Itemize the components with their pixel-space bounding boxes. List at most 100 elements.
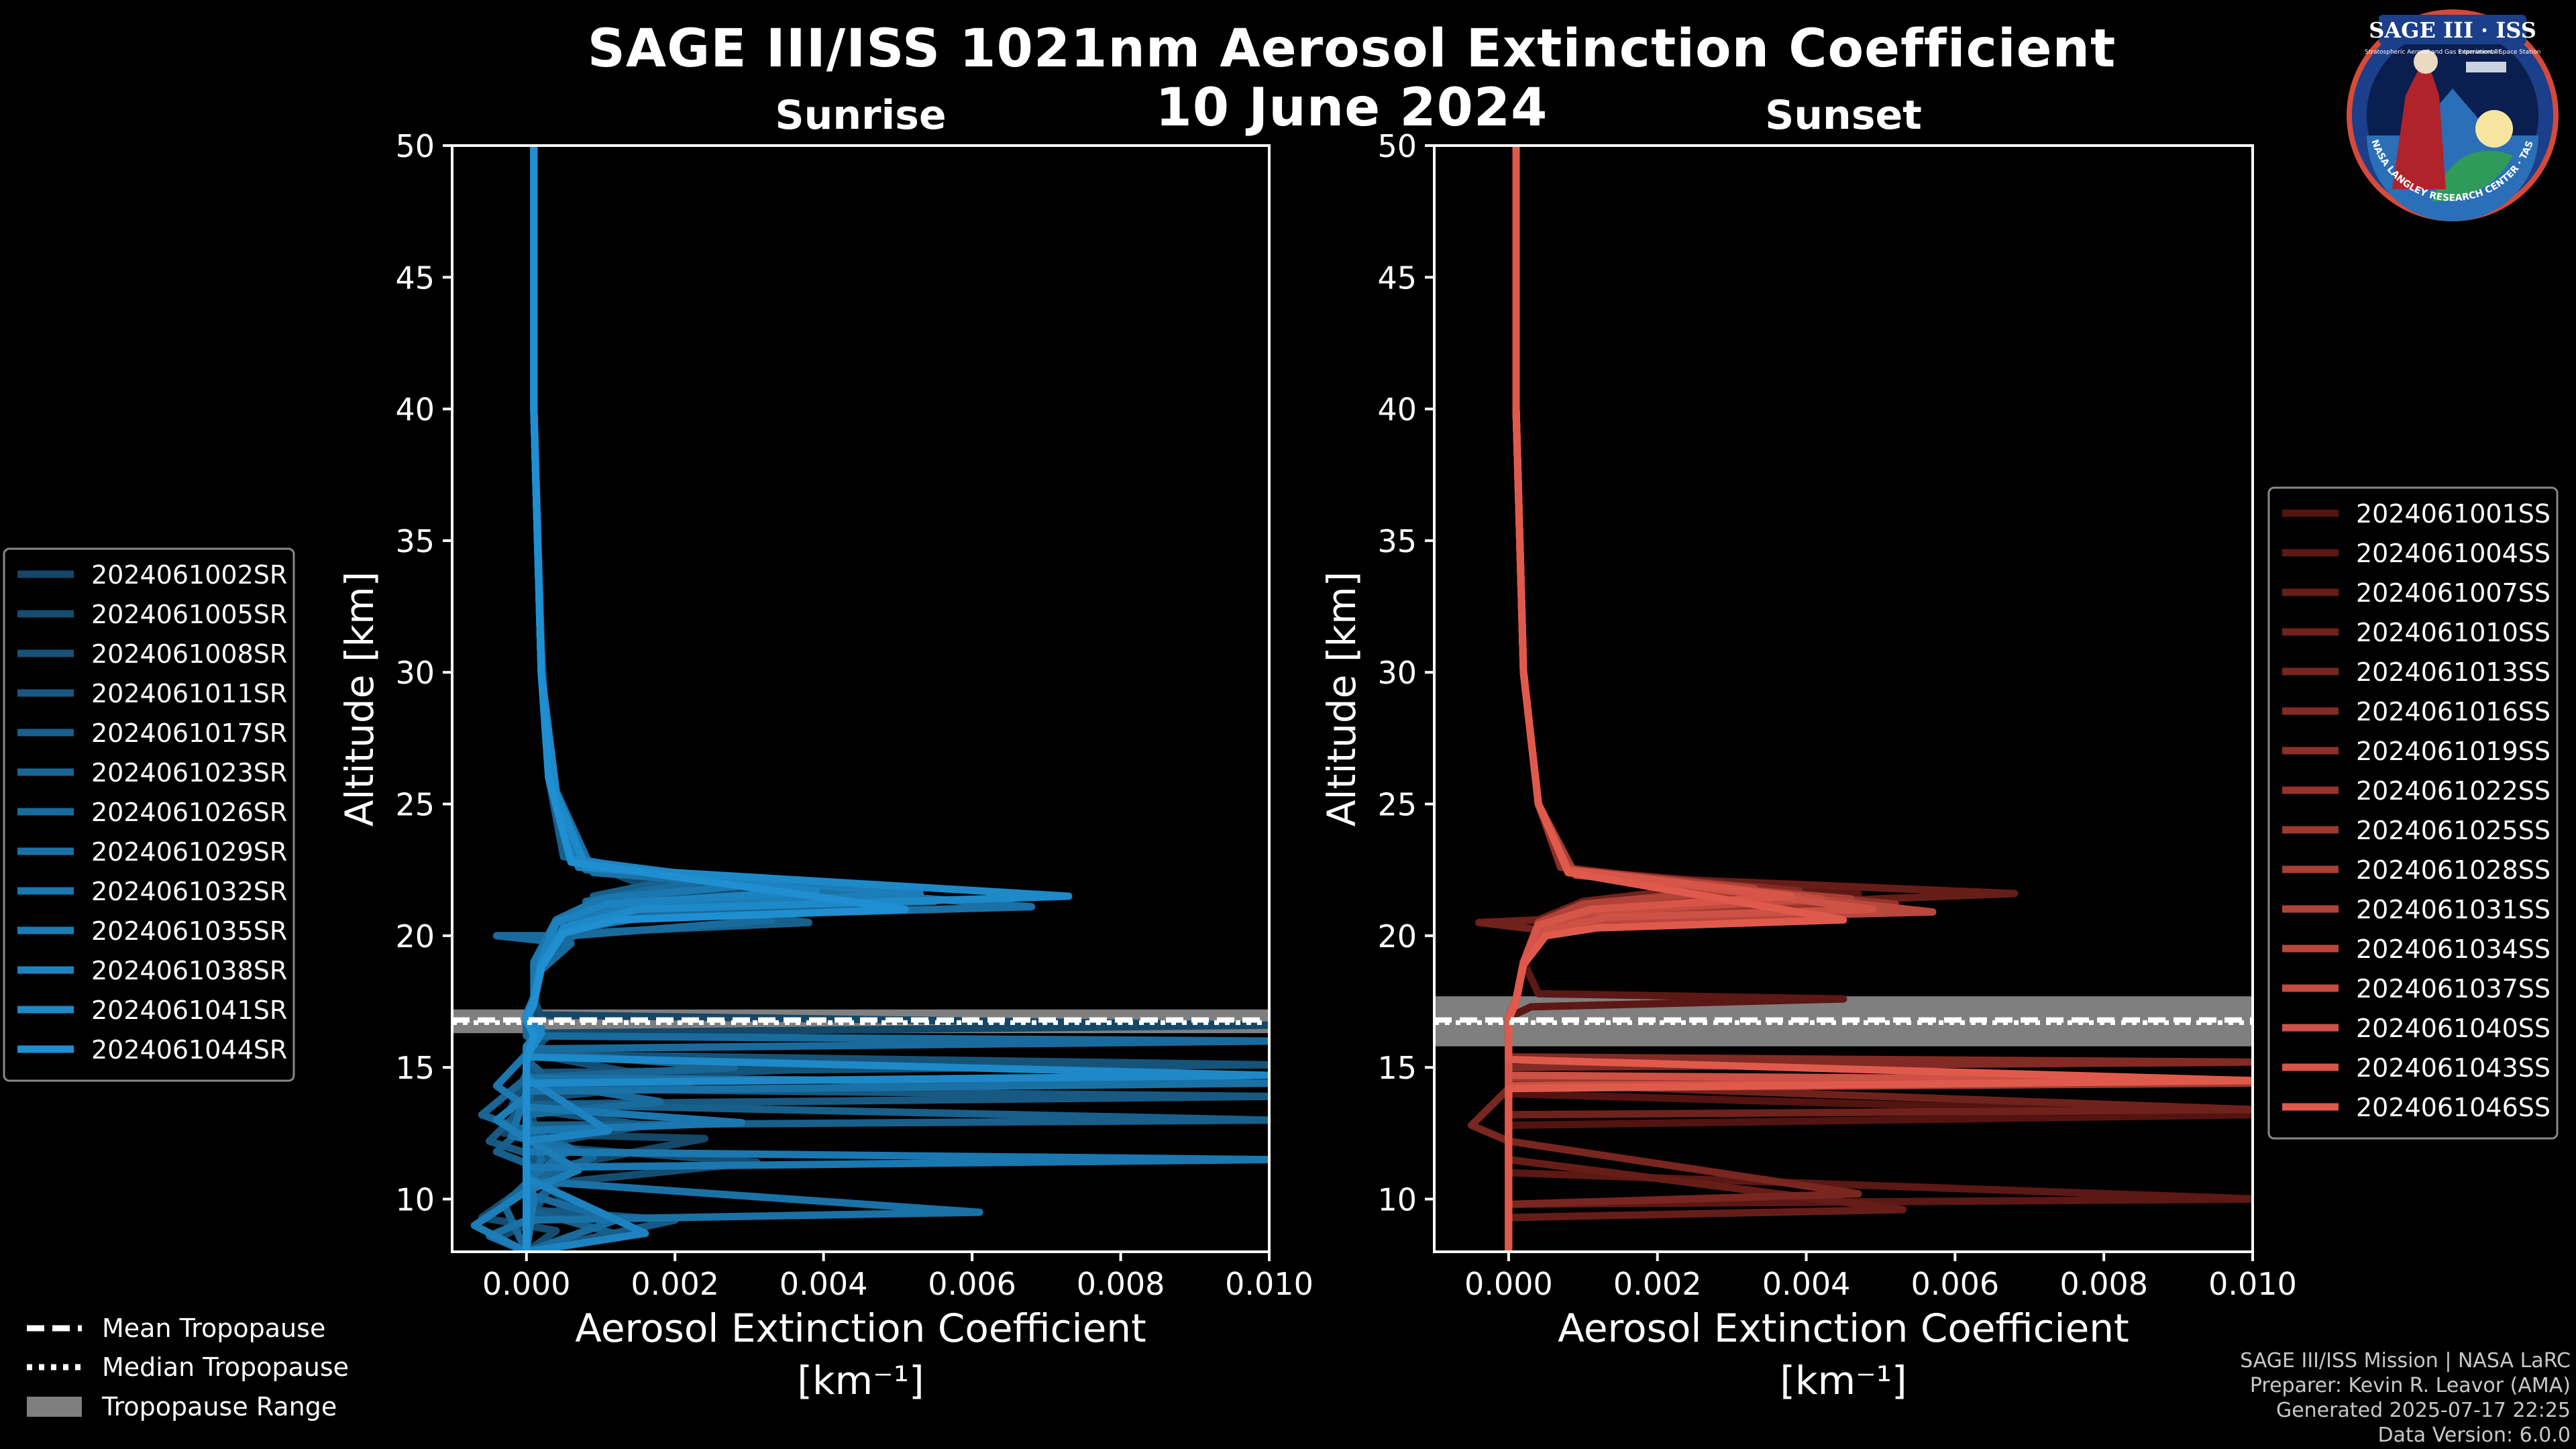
sunset-x-tick-label: 0.010 [2208,1266,2297,1302]
mean-tropopause-label: Mean Tropopause [102,1313,325,1343]
sunrise-legend-label: 2024061002SR [91,560,287,590]
sunrise-panel: Sunrise Aerosol Extinction Coefficient [… [337,92,1313,1403]
footer-credits: SAGE III/ISS Mission | NASA LaRC Prepare… [2240,1348,2571,1448]
sunrise-legend-label: 2024061038SR [91,956,287,985]
sunset-legend-label: 2024061031SS [2356,895,2551,924]
logo-figure-head-icon [2414,50,2438,74]
sunset-y-tick-label: 45 [1377,260,1417,296]
median-tropopause-label: Median Tropopause [102,1352,349,1382]
sunrise-y-tick-label: 45 [395,260,435,296]
sunset-x-tick-label: 0.002 [1613,1266,1702,1302]
sunset-legend-label: 2024061028SS [2356,855,2551,885]
sunset-y-tick-label: 35 [1377,523,1417,559]
sunset-x-tick-label: 0.000 [1464,1266,1553,1302]
sunset-legend-label: 2024061004SS [2356,539,2551,568]
sunrise-series-group [470,146,1269,1252]
sunset-legend-label: 2024061022SS [2356,776,2551,806]
sunrise-y-tick-label: 10 [395,1181,435,1218]
sunrise-y-tick-label: 30 [395,655,435,691]
footer-version: Data Version: 6.0.0 [2377,1424,2571,1447]
sunset-panel: Sunset Aerosol Extinction Coefficient [k… [1319,92,2297,1403]
sunrise-y-tick-label: 35 [395,523,435,559]
sunset-axes-frame [1433,144,2254,1253]
sunrise-legend-label: 2024061005SR [91,600,287,629]
sunrise-legend: 2024061002SR 2024061005SR 2024061008SR 2024… [3,547,295,1082]
sunset-legend-label: 2024061013SS [2356,657,2551,687]
sunset-legend-label: 2024061037SS [2356,974,2551,1004]
sunrise-y-tick-label: 40 [395,392,435,428]
sunset-legend-label: 2024061016SS [2356,697,2551,727]
sunrise-legend-label: 2024061044SR [91,1035,287,1065]
sunrise-y-tick-label: 50 [395,128,435,164]
sunset-x-tick-label: 0.008 [2059,1266,2148,1302]
sunrise-legend-label: 2024061035SR [91,916,287,946]
sunrise-legend-label: 2024061017SR [91,718,287,748]
sunrise-x-tick-label: 0.000 [482,1266,571,1302]
sunrise-legend-label: 2024061008SR [91,639,287,669]
sunrise-x-tick-label: 0.002 [631,1266,719,1302]
sunset-y-tick-label: 20 [1377,918,1417,955]
sunrise-x-axis-label: Aerosol Extinction Coefficient [575,1305,1146,1351]
sunrise-legend-box [3,547,295,1082]
sunrise-legend-label: 2024061032SR [91,877,287,906]
sunset-legend-label: 2024061019SS [2356,737,2551,766]
footer-preparer: Preparer: Kevin R. Leavor (AMA) [2249,1374,2571,1397]
sunrise-x-tick-label: 0.008 [1077,1266,1165,1302]
sunrise-series-2024061044SR [523,146,909,1252]
sunset-legend: 2024061001SS 2024061004SS 2024061007SS 2024… [2267,486,2559,1140]
sunrise-axes-frame [451,144,1271,1253]
sunset-y-tick-label: 15 [1377,1050,1417,1086]
logo-land-icon [2432,150,2513,202]
tropopause-range-swatch [27,1397,82,1417]
sunset-y-tick-label: 10 [1377,1181,1417,1218]
sunset-x-tick-label: 0.006 [1911,1266,2000,1302]
sunset-y-tick-label: 25 [1377,787,1417,823]
sunset-legend-label: 2024061046SS [2356,1093,2551,1122]
sunrise-x-tick-label: 0.010 [1225,1266,1313,1302]
logo-sun-icon [2475,110,2513,148]
logo-iss-icon [2466,62,2506,72]
sunrise-legend-label: 2024061026SR [91,798,287,827]
sage-iss-logo: SAGE III · ISS Stratospheric Aerosol and… [2347,9,2559,221]
sunset-legend-label: 2024061010SS [2356,618,2551,647]
tropopause-legend: Mean Tropopause Median Tropopause Tropop… [27,1313,349,1421]
sunset-panel-title: Sunset [1765,92,1922,139]
sunset-x-axis-label: Aerosol Extinction Coefficient [1558,1305,2129,1351]
sunset-legend-label: 2024061040SS [2356,1014,2551,1043]
sunrise-legend-label: 2024061011SR [91,679,287,708]
sunrise-y-axis-label: Altitude [km] [337,572,382,826]
chart-date: 10 June 2024 [1155,78,1548,138]
chart-title: SAGE III/ISS 1021nm Aerosol Extinction C… [587,19,2116,79]
sunset-x-tick-label: 0.004 [1762,1266,1851,1302]
logo-banner [2379,15,2526,44]
sunrise-x-tick-label: 0.006 [928,1266,1016,1302]
sunset-legend-label: 2024061043SS [2356,1053,2551,1083]
sunset-y-tick-label: 50 [1377,128,1417,164]
sunset-x-axis-unit: [km⁻¹] [1780,1358,1907,1403]
sunrise-x-tick-label: 0.004 [780,1266,868,1302]
sunrise-x-axis-unit: [km⁻¹] [797,1358,924,1403]
logo-title: SAGE III · ISS [2369,17,2536,43]
sunset-legend-label: 2024061034SS [2356,934,2551,964]
sunset-y-tick-label: 40 [1377,392,1417,428]
sunset-y-tick-label: 30 [1377,655,1417,691]
logo-subtitle: Stratospheric Aerosol and Gas Experiment… [2365,49,2500,56]
sunset-y-axis-label: Altitude [km] [1319,572,1364,826]
sunset-legend-label: 2024061007SS [2356,578,2551,608]
sunset-series-group [1468,146,2253,1252]
sunrise-panel-title: Sunrise [775,92,946,139]
sunrise-legend-label: 2024061041SR [91,996,287,1025]
sunrise-y-tick-label: 15 [395,1050,435,1086]
tropopause-range-label: Tropopause Range [101,1392,337,1421]
sunset-series-2024061046SS [1505,146,2253,1252]
logo-side-text: International Space Station [2459,49,2541,56]
sunset-legend-label: 2024061025SS [2356,816,2551,845]
sunrise-y-tick-label: 20 [395,918,435,955]
sunrise-legend-label: 2024061023SR [91,758,287,788]
sunset-legend-label: 2024061001SS [2356,499,2551,529]
sunset-legend-box [2267,486,2559,1140]
footer-generated: Generated 2025-07-17 22:25 [2275,1399,2571,1422]
logo-figure-icon [2392,55,2446,189]
sunrise-legend-label: 2024061029SR [91,837,287,867]
